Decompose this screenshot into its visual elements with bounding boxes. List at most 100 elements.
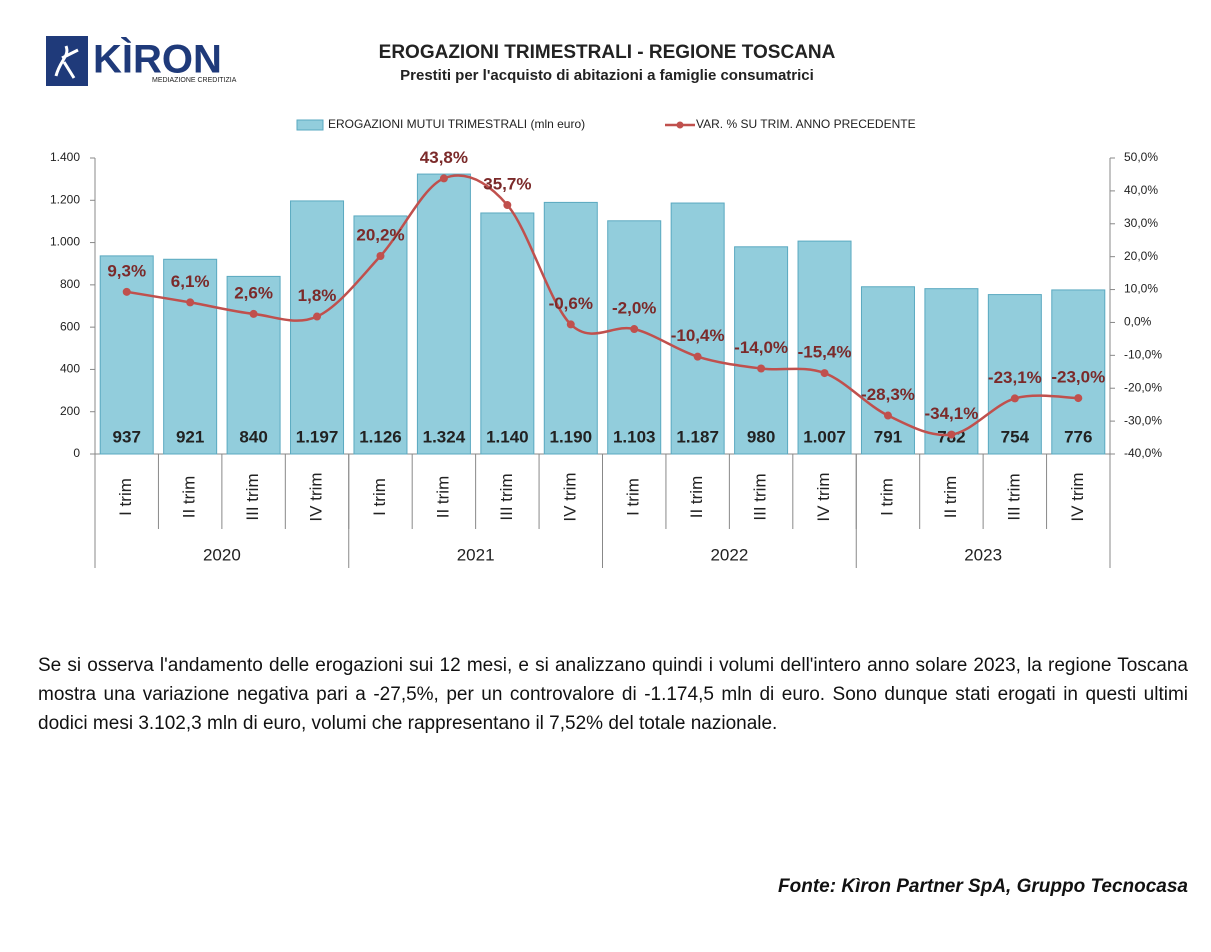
- line-value-label: -0,6%: [549, 294, 593, 313]
- line-value-label: -23,0%: [1051, 368, 1105, 387]
- bar: [797, 240, 852, 455]
- x-tick-label: I trim: [624, 478, 643, 516]
- legend-label: VAR. % SU TRIM. ANNO PRECEDENTE: [696, 117, 916, 131]
- bar: [607, 220, 662, 455]
- y2-tick-label: 50,0%: [1124, 150, 1158, 164]
- y2-tick-label: -10,0%: [1124, 348, 1162, 362]
- line-value-label: 6,1%: [171, 272, 210, 291]
- y-tick-label: 1.000: [50, 235, 80, 249]
- x-tick-label: IV trim: [814, 472, 833, 521]
- x-tick-label: I trim: [877, 478, 896, 516]
- bar-value-label: 1.324: [423, 427, 466, 446]
- bar-value-label: 937: [113, 427, 141, 446]
- bar-value-label: 1.197: [296, 427, 339, 446]
- bar-value-label: 921: [176, 427, 204, 446]
- y2-tick-label: -40,0%: [1124, 446, 1162, 460]
- logo-figure: [54, 45, 79, 79]
- bar-value-label: 1.187: [676, 427, 719, 446]
- y2-tick-label: 10,0%: [1124, 282, 1158, 296]
- y2-tick-label: -20,0%: [1124, 380, 1162, 394]
- line-value-label: 35,7%: [483, 175, 531, 194]
- x-tick-label: II trim: [180, 476, 199, 519]
- line-marker: [566, 320, 575, 329]
- x-tick-label: III trim: [751, 473, 770, 520]
- line-marker: [122, 287, 131, 296]
- bar: [99, 255, 154, 455]
- bar: [480, 212, 535, 455]
- x-group-label: 2020: [203, 545, 241, 564]
- x-tick-label: III trim: [1004, 473, 1023, 520]
- y-tick-label: 1.200: [50, 192, 80, 206]
- bar-value-label: 1.126: [359, 427, 402, 446]
- line-value-label: -28,3%: [861, 385, 915, 404]
- bar: [226, 275, 281, 455]
- y2-tick-label: 0,0%: [1124, 315, 1152, 329]
- line: [126, 174, 1079, 437]
- line-value-label: -34,1%: [924, 404, 978, 423]
- line-marker: [883, 411, 892, 420]
- line-value-label: -2,0%: [612, 299, 656, 318]
- chart-title: EROGAZIONI TRIMESTRALI - REGIONE TOSCANA: [379, 42, 836, 63]
- bar-value-label: 1.007: [803, 427, 846, 446]
- line-value-label: 20,2%: [356, 225, 404, 244]
- bar-value-label: 1.103: [613, 427, 656, 446]
- line-marker: [820, 369, 829, 378]
- y-tick-label: 600: [60, 319, 80, 333]
- x-tick-label: III trim: [243, 473, 262, 520]
- bar: [353, 215, 408, 455]
- legend-swatch: [296, 119, 324, 131]
- y2-tick-label: 30,0%: [1124, 216, 1158, 230]
- y-tick-label: 0: [73, 446, 80, 460]
- bar: [1051, 289, 1106, 455]
- x-group-label: 2022: [710, 545, 748, 564]
- line-marker: [947, 430, 956, 439]
- logo-icon: [46, 36, 88, 86]
- line-marker: [1074, 394, 1083, 403]
- bar: [734, 246, 789, 455]
- y2-tick-label: 20,0%: [1124, 249, 1158, 263]
- bar: [670, 202, 725, 455]
- x-tick-label: I trim: [370, 478, 389, 516]
- line-value-label: 1,8%: [298, 286, 337, 305]
- x-tick-label: IV trim: [1068, 472, 1087, 521]
- line-value-label: -15,4%: [798, 343, 852, 362]
- y-tick-label: 200: [60, 404, 80, 418]
- paragraph: Se si osserva l'andamento delle erogazio…: [38, 655, 1188, 734]
- bar-value-label: 791: [874, 427, 902, 446]
- x-tick-label: II trim: [433, 476, 452, 519]
- line-marker: [757, 364, 766, 373]
- bar: [416, 173, 471, 455]
- line-marker: [249, 309, 258, 318]
- line-marker: [439, 174, 448, 183]
- bar: [290, 200, 345, 455]
- bar-value-label: 754: [1001, 427, 1030, 446]
- bar: [163, 258, 218, 455]
- bar-value-label: 776: [1064, 427, 1092, 446]
- legend-marker: [676, 121, 684, 129]
- line-marker: [376, 252, 385, 261]
- y-tick-label: 400: [60, 362, 80, 376]
- line-value-label: -14,0%: [734, 338, 788, 357]
- line-marker: [503, 201, 512, 210]
- bar-value-label: 1.140: [486, 427, 529, 446]
- x-tick-label: IV trim: [307, 472, 326, 521]
- line-value-label: -10,4%: [671, 326, 725, 345]
- x-tick-label: I trim: [116, 478, 135, 516]
- line-value-label: 9,3%: [107, 261, 146, 280]
- x-group-label: 2023: [964, 545, 1002, 564]
- chart: KÌRON MEDIAZIONE CREDITIZIA EROGAZIONI T…: [46, 36, 1162, 568]
- line-marker: [313, 312, 322, 321]
- line-value-label: 43,8%: [420, 148, 468, 167]
- line-value-label: 2,6%: [234, 283, 273, 302]
- line-marker: [1010, 394, 1019, 403]
- legend-label: EROGAZIONI MUTUI TRIMESTRALI (mln euro): [328, 117, 585, 131]
- chart-subtitle: Prestiti per l'acquisto di abitazioni a …: [400, 67, 814, 84]
- y-tick-label: 800: [60, 277, 80, 291]
- line-value-label: -23,1%: [988, 368, 1042, 387]
- y2-tick-label: 40,0%: [1124, 183, 1158, 197]
- logo-tagline: MEDIAZIONE CREDITIZIA: [152, 77, 237, 84]
- y-tick-label: 1.400: [50, 150, 80, 164]
- x-tick-label: II trim: [941, 476, 960, 519]
- logo-name: KÌRON: [93, 37, 222, 82]
